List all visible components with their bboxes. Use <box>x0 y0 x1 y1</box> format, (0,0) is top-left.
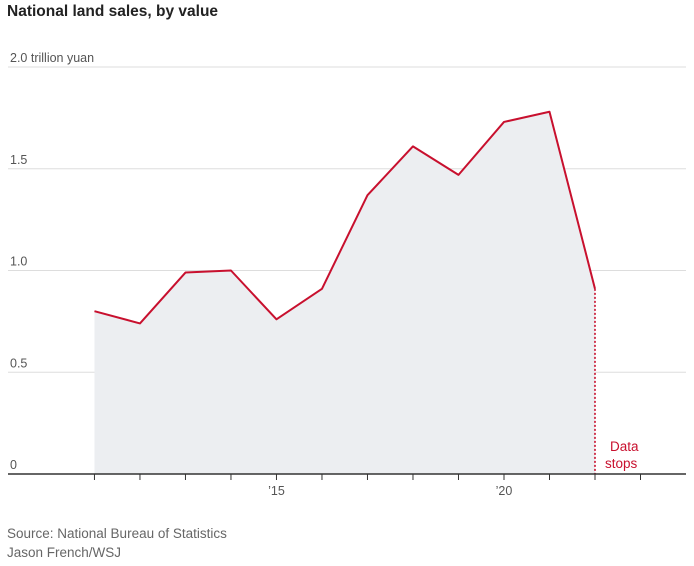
source-note: Source: National Bureau of Statistics Ja… <box>7 524 227 562</box>
series-line <box>94 110 596 325</box>
annotation-line-1: Data <box>610 439 639 454</box>
tick-labels: 0 0.5 1.0 1.5 2.0 trillion yuan ’15 ’20 <box>10 51 512 498</box>
x-tick-label: ’20 <box>496 484 513 498</box>
chart: 0 0.5 1.0 1.5 2.0 trillion yuan ’15 ’20 Data s… <box>8 51 686 498</box>
y-tick-label: 1.5 <box>10 153 27 167</box>
chart-title: National land sales, by value <box>7 3 219 20</box>
y-tick-label: 1.0 <box>10 255 27 269</box>
x-axis <box>8 473 686 480</box>
source-line: Source: National Bureau of Statistics <box>7 526 227 541</box>
y-tick-label: 2.0 trillion yuan <box>10 51 94 65</box>
x-tick-label: ’15 <box>268 484 285 498</box>
marks <box>94 110 596 474</box>
y-tick-label: 0.5 <box>10 356 27 370</box>
y-tick-label: 0 <box>10 458 17 472</box>
annotation-line-2: stops <box>605 456 638 471</box>
data-stops-annotation: Data stops <box>605 439 639 471</box>
area-layer <box>94 111 595 475</box>
area-fill <box>94 111 595 475</box>
credit-line: Jason French/WSJ <box>7 545 122 560</box>
